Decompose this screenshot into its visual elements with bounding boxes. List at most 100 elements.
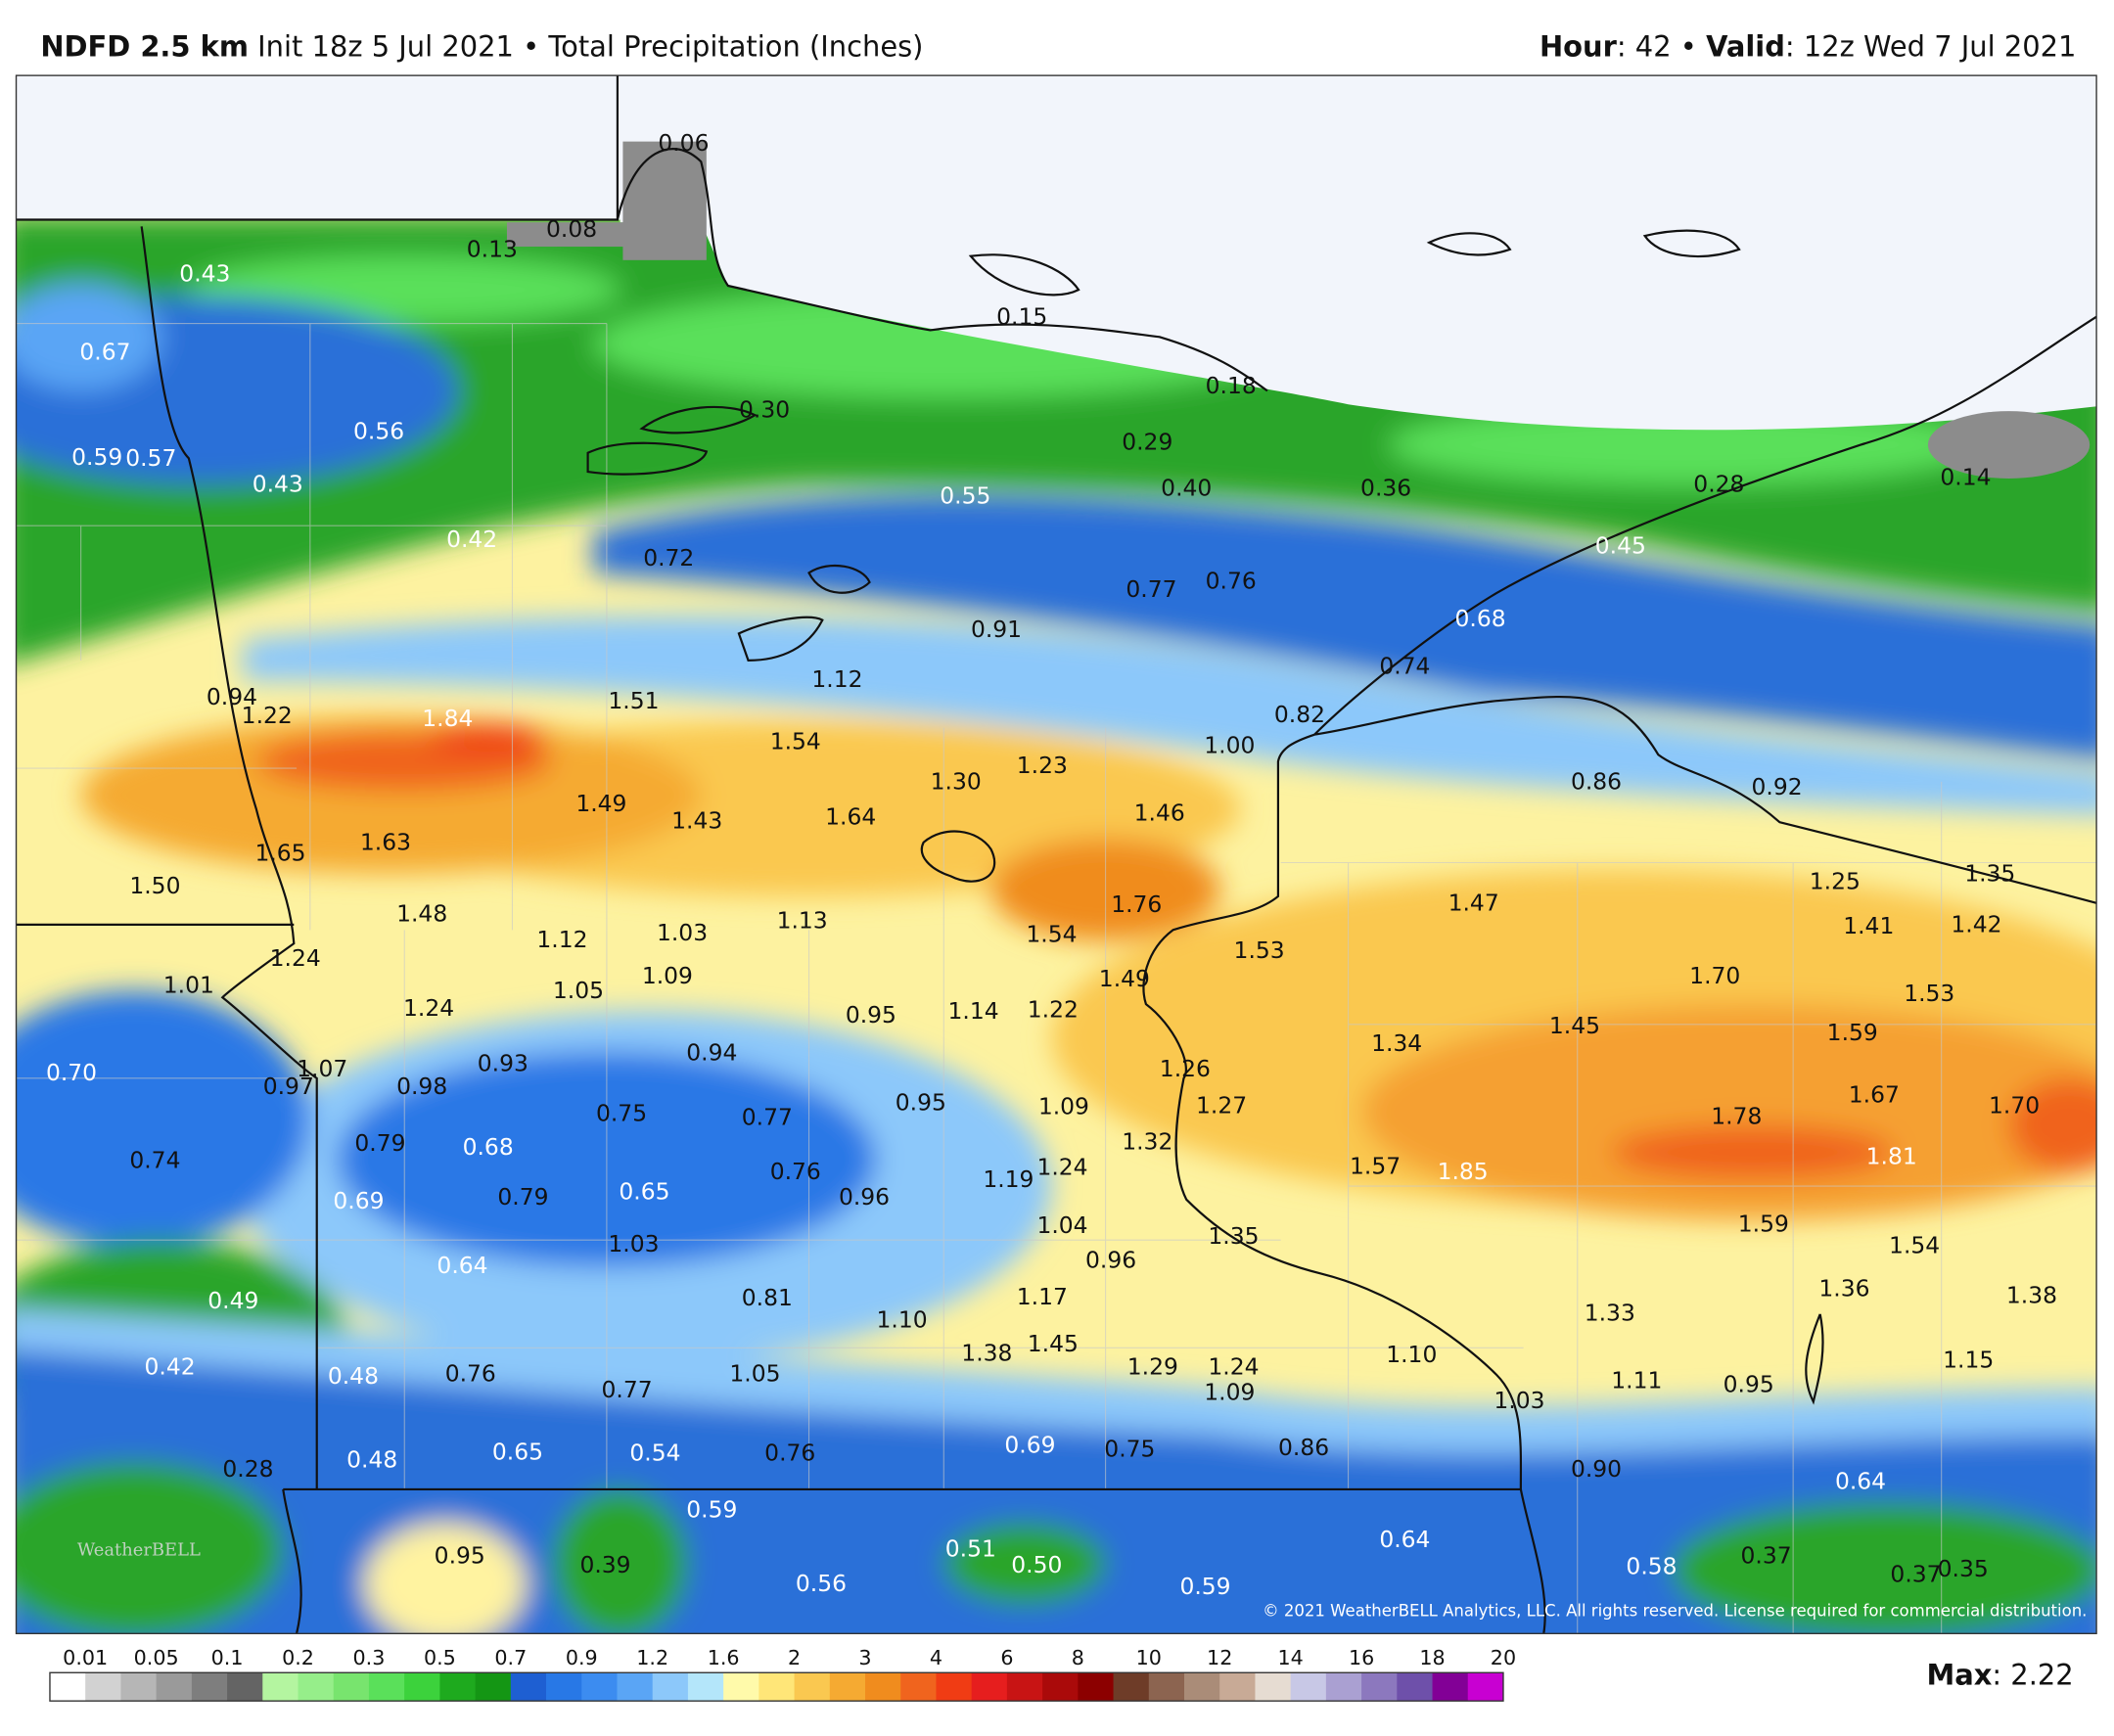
- precip-label: 0.40: [1161, 474, 1212, 501]
- precip-label: 1.00: [1204, 732, 1255, 759]
- precip-label: 0.59: [1179, 1573, 1230, 1600]
- legend-swatch: [1219, 1672, 1256, 1702]
- precip-label: 0.39: [579, 1551, 630, 1578]
- legend-swatch: [794, 1672, 831, 1702]
- precip-label: 0.08: [546, 215, 597, 243]
- precip-label: 0.82: [1274, 701, 1325, 728]
- legend-swatch: [1255, 1672, 1292, 1702]
- legend-swatch: [900, 1672, 937, 1702]
- precip-label: 0.18: [1206, 372, 1257, 399]
- legend-swatch: [1361, 1672, 1398, 1702]
- precip-label: 1.64: [825, 803, 876, 831]
- legend-swatch: [1467, 1672, 1504, 1702]
- precip-label: 1.85: [1438, 1158, 1489, 1185]
- precip-label: 0.59: [71, 443, 122, 471]
- precip-label: 0.76: [770, 1158, 821, 1185]
- legend-swatch: [510, 1672, 547, 1702]
- precip-label: 0.64: [1379, 1526, 1430, 1553]
- legend-swatch: [156, 1672, 193, 1702]
- legend: 0.01 0.05 0.1 0.2 0.3 0.5 0.7 0.9 1.2 1.6 2 3 4 6 8 10 1…: [49, 1646, 1516, 1702]
- legend-swatch: [1078, 1672, 1114, 1702]
- precip-label: 1.09: [1204, 1379, 1255, 1406]
- precip-label: 0.75: [596, 1100, 647, 1127]
- precip-label: 1.24: [270, 944, 321, 972]
- legend-swatch: [652, 1672, 689, 1702]
- legend-swatch: [1325, 1672, 1362, 1702]
- precip-label: 0.76: [445, 1359, 496, 1387]
- precip-label: 1.53: [1234, 937, 1285, 964]
- precip-label: 1.05: [729, 1359, 780, 1387]
- legend-label: 1.6: [708, 1646, 740, 1669]
- precip-label: 1.41: [1843, 912, 1894, 939]
- legend-swatch: [936, 1672, 973, 1702]
- precip-label: 0.97: [263, 1073, 314, 1100]
- precip-label: 1.59: [1738, 1210, 1789, 1237]
- precip-label: 1.78: [1711, 1102, 1762, 1129]
- precip-label: 0.94: [207, 683, 257, 710]
- precip-label: 0.77: [742, 1104, 793, 1131]
- precip-label: 1.10: [877, 1305, 928, 1333]
- precip-label: 1.45: [1549, 1012, 1600, 1039]
- precip-label: 1.54: [770, 727, 821, 754]
- precip-label: 0.93: [478, 1050, 528, 1077]
- precip-label: 0.68: [1454, 605, 1505, 632]
- gray-patch: [1927, 411, 2091, 479]
- precip-label: 0.64: [437, 1252, 487, 1279]
- precip-label: 1.33: [1585, 1299, 1635, 1326]
- legend-label: 0.2: [282, 1646, 314, 1669]
- precip-label: 1.13: [777, 907, 828, 935]
- point-labels: 0.06 0.08 0.13 0.43 0.67 0.56 0.30 0.15 0.18 0.59…: [46, 129, 2057, 1600]
- legend-label: 0.7: [494, 1646, 527, 1669]
- precip-label: 1.59: [1827, 1019, 1878, 1046]
- precip-label: 1.54: [1889, 1232, 1940, 1259]
- precip-label: 1.03: [1494, 1387, 1544, 1414]
- precip-label: 0.54: [629, 1439, 680, 1467]
- legend-swatch: [191, 1672, 228, 1702]
- legend-swatch: [829, 1672, 866, 1702]
- legend-swatch: [758, 1672, 795, 1702]
- legend-label: 0.3: [353, 1646, 386, 1669]
- precip-label: 1.29: [1127, 1352, 1178, 1380]
- precip-label: 0.72: [643, 544, 694, 571]
- precip-label: 0.49: [207, 1287, 258, 1314]
- legend-swatch: [333, 1672, 370, 1702]
- legend-label: 6: [1000, 1646, 1013, 1669]
- map-area: 0.06 0.08 0.13 0.43 0.67 0.56 0.30 0.15 0.18 0.59…: [16, 75, 2097, 1634]
- precip-label: 0.57: [125, 444, 176, 472]
- precip-label: 1.03: [608, 1230, 659, 1257]
- legend-label: 0.01: [63, 1646, 108, 1669]
- precip-label: 0.14: [1940, 463, 1991, 490]
- legend-swatch: [475, 1672, 512, 1702]
- legend-label: 12: [1207, 1646, 1232, 1669]
- legend-swatch: [368, 1672, 405, 1702]
- precip-label: 1.03: [657, 919, 708, 946]
- precip-label: 1.38: [2006, 1281, 2057, 1308]
- precip-label: 1.49: [1099, 965, 1150, 992]
- precip-label: 1.67: [1849, 1080, 1900, 1108]
- precip-label: 1.09: [1038, 1093, 1089, 1120]
- precip-label: 0.65: [619, 1177, 669, 1205]
- legend-swatch: [1432, 1672, 1469, 1702]
- max-label: Max: [1926, 1658, 1992, 1691]
- precip-label: 1.48: [396, 900, 447, 928]
- legend-swatch: [546, 1672, 582, 1702]
- precip-label: 0.30: [739, 396, 790, 424]
- precip-label: 1.43: [671, 807, 722, 835]
- legend-frame: [49, 1671, 1504, 1702]
- precip-label: 1.26: [1160, 1055, 1211, 1082]
- precip-label: 1.23: [1017, 752, 1068, 779]
- precip-label: 0.92: [1752, 773, 1803, 800]
- legend-swatch: [120, 1672, 158, 1702]
- legend-swatch: [1397, 1672, 1433, 1702]
- precip-label: 0.48: [346, 1446, 397, 1474]
- legend-swatch: [581, 1672, 618, 1702]
- precip-label: 0.68: [463, 1133, 514, 1161]
- precip-label: 1.51: [608, 687, 659, 714]
- legend-label: 0.1: [211, 1646, 244, 1669]
- legend-swatch: [298, 1672, 335, 1702]
- legend-label: 0.05: [134, 1646, 179, 1669]
- legend-swatch: [227, 1672, 263, 1702]
- hour-value: : 42: [1617, 30, 1672, 64]
- precip-label: 0.43: [179, 259, 230, 287]
- legend-swatch: [85, 1672, 121, 1702]
